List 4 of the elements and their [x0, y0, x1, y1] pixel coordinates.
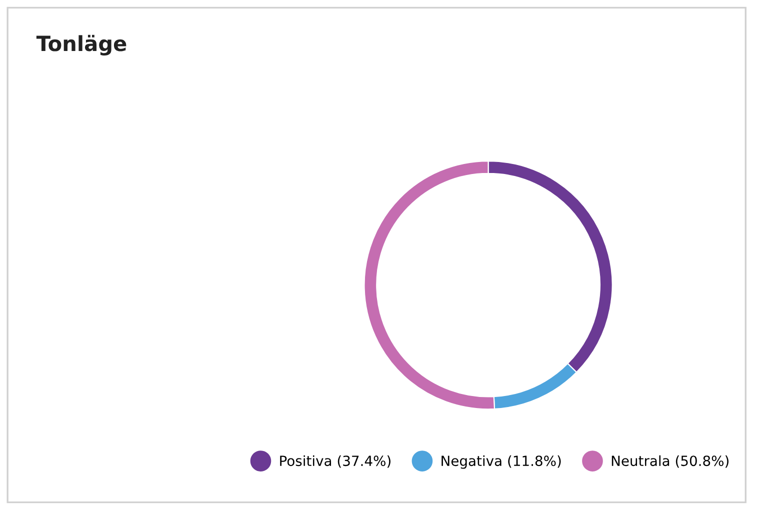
text: Tonläge [36, 34, 126, 56]
legend-label: Positiva (37.4%) [280, 455, 390, 468]
legend-label: Negativa (11.8%) [442, 455, 561, 469]
legend-label: Neutrala (50.8%) [612, 455, 728, 468]
